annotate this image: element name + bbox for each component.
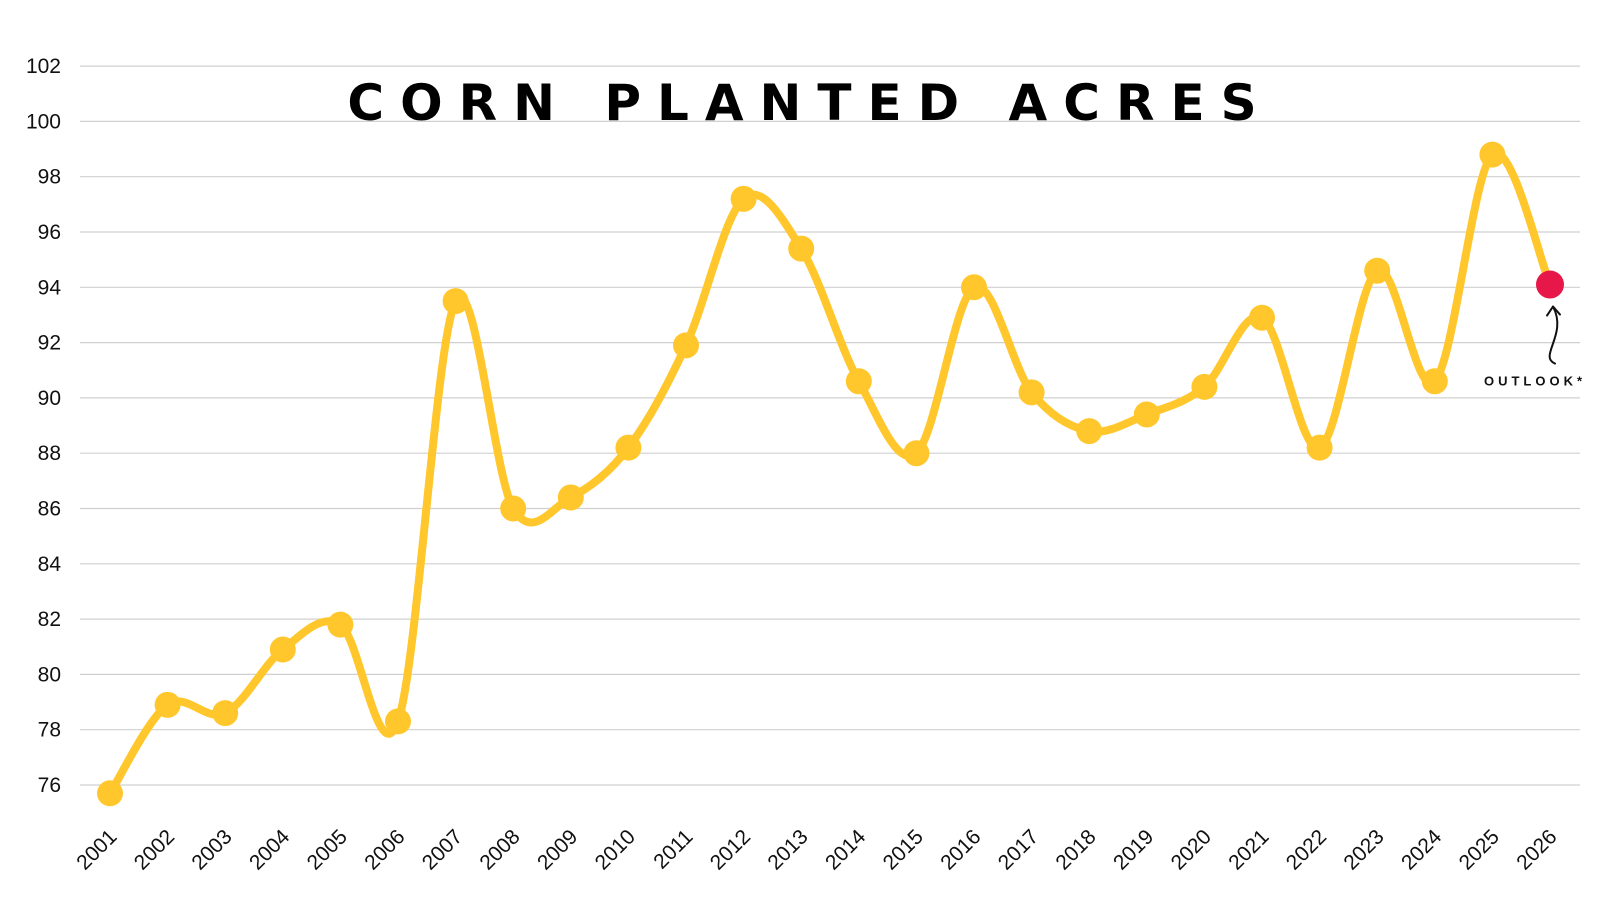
x-tick-label: 2022 bbox=[1282, 825, 1331, 874]
data-point bbox=[1133, 401, 1160, 428]
x-tick-label: 2024 bbox=[1397, 825, 1447, 875]
annotation-arrow bbox=[1548, 305, 1559, 365]
y-tick-label: 92 bbox=[38, 332, 61, 355]
x-tick-label: 2020 bbox=[1167, 825, 1216, 874]
y-tick-label: 86 bbox=[38, 498, 61, 521]
x-tick-label: 2018 bbox=[1051, 825, 1100, 874]
x-tick-label: 2006 bbox=[360, 825, 409, 874]
x-tick-label: 2002 bbox=[130, 825, 179, 874]
x-tick-label: 2026 bbox=[1512, 825, 1561, 874]
annotation-label: OUTLOOK* bbox=[1484, 374, 1586, 389]
x-tick-label: 2010 bbox=[591, 825, 640, 874]
y-tick-label: 100 bbox=[26, 110, 61, 133]
data-point bbox=[327, 611, 354, 638]
data-point bbox=[557, 484, 584, 511]
data-point bbox=[845, 368, 872, 395]
x-tick-label: 2016 bbox=[936, 825, 985, 874]
data-point bbox=[442, 288, 469, 315]
data-point bbox=[154, 691, 181, 718]
data-point bbox=[673, 332, 699, 359]
data-point bbox=[1249, 304, 1275, 331]
y-tick-label: 78 bbox=[38, 719, 61, 742]
data-point bbox=[1018, 379, 1045, 406]
x-tick-label: 2003 bbox=[187, 825, 236, 874]
x-tick-label: 2015 bbox=[879, 825, 928, 874]
data-point bbox=[385, 708, 411, 735]
x-tick-label: 2014 bbox=[821, 825, 871, 875]
x-tick-label: 2008 bbox=[475, 825, 524, 874]
x-tick-label: 2013 bbox=[763, 825, 812, 874]
gridlines bbox=[80, 65, 1580, 786]
chart-title: CORN PLANTED ACRES bbox=[347, 74, 1272, 132]
x-tick-label: 2001 bbox=[72, 825, 121, 874]
y-tick-label: 98 bbox=[38, 166, 61, 189]
data-point bbox=[1191, 373, 1218, 400]
x-tick-label: 2011 bbox=[649, 825, 697, 873]
annotation: OUTLOOK* bbox=[1484, 305, 1586, 389]
x-tick-label: 2012 bbox=[706, 825, 755, 874]
data-point bbox=[1076, 418, 1103, 445]
data-point bbox=[961, 274, 987, 301]
data-point bbox=[788, 235, 815, 262]
x-tick-label: 2017 bbox=[994, 825, 1043, 874]
series bbox=[97, 141, 1564, 807]
x-tick-label: 2021 bbox=[1224, 825, 1273, 874]
x-tick-label: 2007 bbox=[418, 825, 467, 874]
series-line bbox=[106, 149, 1554, 798]
x-tick-label: 2004 bbox=[245, 825, 295, 875]
x-tick-label: 2023 bbox=[1339, 825, 1388, 874]
x-tick-label: 2019 bbox=[1109, 825, 1158, 874]
y-tick-label: 96 bbox=[38, 221, 61, 244]
data-point bbox=[1306, 434, 1333, 461]
y-tick-label: 94 bbox=[38, 276, 62, 299]
x-tick-label: 2009 bbox=[533, 825, 582, 874]
data-point bbox=[615, 434, 642, 461]
y-tick-label: 90 bbox=[38, 387, 61, 410]
data-point bbox=[97, 780, 123, 807]
data-point bbox=[212, 700, 239, 727]
y-tick-label: 80 bbox=[38, 663, 61, 686]
data-point bbox=[269, 636, 296, 663]
annotation-arrowhead bbox=[1546, 305, 1561, 317]
data-point bbox=[903, 440, 930, 467]
data-point bbox=[1479, 141, 1506, 168]
y-tick-label: 102 bbox=[26, 55, 61, 78]
x-tick-label: 2025 bbox=[1455, 825, 1504, 874]
x-axis-ticks: 2001 2002 2003 2004 2005 2006 2007 2008 2009 2010… bbox=[72, 825, 1561, 875]
y-tick-label: 76 bbox=[38, 774, 61, 797]
y-tick-label: 88 bbox=[38, 442, 61, 465]
y-tick-label: 82 bbox=[38, 608, 61, 631]
data-point bbox=[1421, 368, 1448, 395]
y-tick-label: 84 bbox=[38, 553, 62, 576]
data-point bbox=[730, 185, 757, 212]
data-point bbox=[500, 495, 527, 522]
y-axis-ticks: 76 78 80 82 84 86 88 90 92 94 96 98 100 102 bbox=[26, 55, 61, 797]
highlight-point bbox=[1536, 270, 1564, 299]
x-tick-label: 2005 bbox=[303, 825, 352, 874]
data-point bbox=[1364, 257, 1391, 284]
